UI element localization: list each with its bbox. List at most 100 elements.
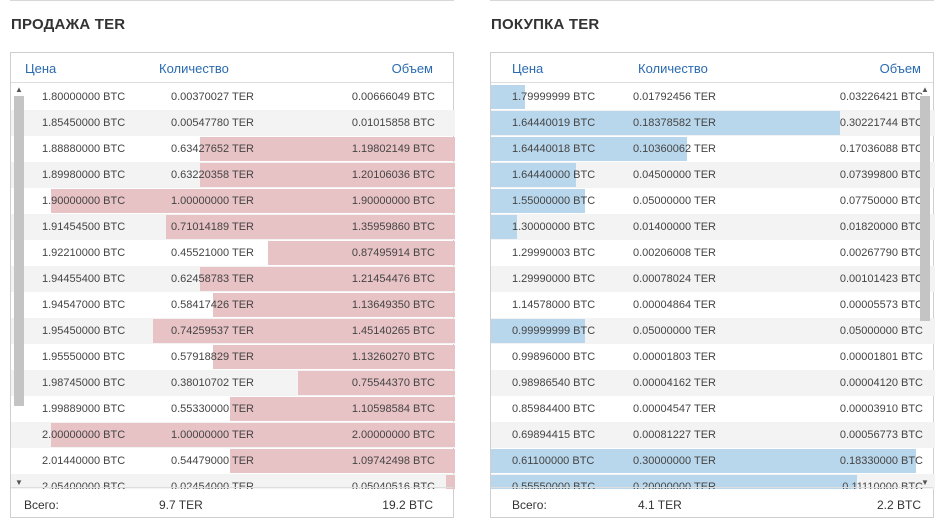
order-volume: 1.20106036 BTC (351, 169, 435, 181)
scroll-up-icon[interactable]: ▲ (15, 85, 23, 94)
sell-total-volume: 19.2 BTC (382, 498, 433, 512)
buy-rows: 1.79999999 BTC 0.01792456 TER 0.03226421 B… (491, 84, 935, 489)
table-row[interactable]: 1.30000000 BTC 0.01400000 TER 0.01820000 B… (491, 214, 935, 240)
order-price: 0.85984400 BTC (512, 403, 596, 415)
order-volume: 0.00666049 BTC (351, 91, 435, 103)
table-row[interactable]: 0.98986540 BTC 0.00004162 TER 0.00004120 B… (491, 370, 935, 396)
sell-scroll-thumb[interactable] (14, 96, 24, 406)
order-price: 2.00000000 BTC (42, 429, 126, 441)
table-row[interactable]: 1.92210000 BTC 0.45521000 TER 0.87495914 B… (11, 240, 455, 266)
depth-bar (298, 371, 455, 395)
order-price: 1.91454500 BTC (42, 221, 126, 233)
order-price: 1.98745000 BTC (42, 377, 126, 389)
buy-scrollbar[interactable]: ▲ ▼ (918, 84, 932, 489)
table-row[interactable]: 1.85450000 BTC 0.00547780 TER 0.01015858 B… (11, 110, 455, 136)
table-row[interactable]: 1.79999999 BTC 0.01792456 TER 0.03226421 B… (491, 84, 935, 110)
order-price: 0.98986540 BTC (512, 377, 596, 389)
table-row[interactable]: 1.95450000 BTC 0.74259537 TER 1.45140265 B… (11, 318, 455, 344)
order-qty: 0.00370027 TER (171, 91, 254, 103)
sell-scrollbar[interactable]: ▲ ▼ (12, 84, 26, 489)
table-row[interactable]: 1.64440019 BTC 0.18378582 TER 0.30221744 B… (491, 110, 935, 136)
scroll-up-icon[interactable]: ▲ (921, 85, 929, 94)
order-qty: 0.45521000 TER (171, 247, 254, 259)
table-row[interactable]: 1.91454500 BTC 0.71014189 TER 1.35959860 B… (11, 214, 455, 240)
sell-orders-panel: ПРОДАЖА TER Цена Количество Объем 1.8000… (10, 0, 455, 528)
scroll-down-icon[interactable]: ▼ (921, 478, 929, 487)
depth-bar (446, 475, 455, 489)
buy-header-price[interactable]: Цена (512, 61, 544, 76)
depth-bar (213, 293, 455, 317)
buy-header-volume[interactable]: Объем (879, 61, 921, 76)
table-row[interactable]: 0.85984400 BTC 0.00004547 TER 0.00003910 B… (491, 396, 935, 422)
order-volume: 0.07399800 BTC (839, 169, 923, 181)
table-row[interactable]: 1.55000000 BTC 0.05000000 TER 0.07750000 B… (491, 188, 935, 214)
depth-bar (491, 319, 585, 343)
table-row[interactable]: 1.64440018 BTC 0.10360062 TER 0.17036088 B… (491, 136, 935, 162)
buy-orderbook: Цена Количество Объем 1.79999999 BTC 0.01… (490, 52, 935, 518)
table-row[interactable]: 1.64440000 BTC 0.04500000 TER 0.07399800 B… (491, 162, 935, 188)
table-row[interactable]: 2.01440000 BTC 0.54479000 TER 1.09742498 B… (11, 448, 455, 474)
buy-header-qty[interactable]: Количество (638, 61, 708, 76)
order-qty: 0.74259537 TER (171, 325, 254, 337)
order-price: 1.79999999 BTC (512, 91, 596, 103)
depth-bar (491, 111, 840, 135)
table-row[interactable]: 1.95550000 BTC 0.57918829 TER 1.13260270 B… (11, 344, 455, 370)
order-volume: 0.00001801 BTC (839, 351, 923, 363)
table-row[interactable]: 0.69894415 BTC 0.00081227 TER 0.00056773 B… (491, 422, 935, 448)
order-qty: 0.18378582 TER (633, 117, 716, 129)
depth-bar (230, 449, 455, 473)
order-volume: 0.01820000 BTC (839, 221, 923, 233)
order-qty: 0.05000000 TER (633, 195, 716, 207)
order-price: 1.94547000 BTC (42, 299, 126, 311)
order-volume: 1.35959860 BTC (351, 221, 435, 233)
order-volume: 0.00056773 BTC (839, 429, 923, 441)
depth-bar (200, 267, 455, 291)
buy-scroll-thumb[interactable] (920, 96, 930, 321)
table-row[interactable]: 1.94547000 BTC 0.58417426 TER 1.13649350 B… (11, 292, 455, 318)
table-row[interactable]: 1.88880000 BTC 0.63427652 TER 1.19802149 B… (11, 136, 455, 162)
order-price: 1.30000000 BTC (512, 221, 596, 233)
order-volume: 0.18330000 BTC (839, 455, 923, 467)
table-row[interactable]: 0.99896000 BTC 0.00001803 TER 0.00001801 B… (491, 344, 935, 370)
table-row[interactable]: 0.55550000 BTC 0.20000000 TER 0.11110000 B… (491, 474, 935, 489)
table-row[interactable]: 0.61100000 BTC 0.30000000 TER 0.18330000 B… (491, 448, 935, 474)
table-row[interactable]: 0.99999999 BTC 0.05000000 TER 0.05000000 B… (491, 318, 935, 344)
order-qty: 0.00004864 TER (633, 299, 716, 311)
sell-header-qty[interactable]: Количество (159, 61, 229, 76)
table-row[interactable]: 1.94455400 BTC 0.62458783 TER 1.21454476 B… (11, 266, 455, 292)
sell-table-header: Цена Количество Объем (11, 53, 453, 83)
order-price: 0.69894415 BTC (512, 429, 596, 441)
table-row[interactable]: 1.98745000 BTC 0.38010702 TER 0.75544370 B… (11, 370, 455, 396)
order-qty: 0.58417426 TER (171, 299, 254, 311)
table-row[interactable]: 1.99889000 BTC 0.55330000 TER 1.10598584 B… (11, 396, 455, 422)
order-price: 1.94455400 BTC (42, 273, 126, 285)
order-qty: 0.63427652 TER (171, 143, 254, 155)
table-row[interactable]: 1.80000000 BTC 0.00370027 TER 0.00666049 B… (11, 84, 455, 110)
order-volume: 0.07750000 BTC (839, 195, 923, 207)
order-volume: 0.00267790 BTC (839, 247, 923, 259)
scroll-down-icon[interactable]: ▼ (15, 478, 23, 487)
order-price: 2.01440000 BTC (42, 455, 126, 467)
table-row[interactable]: 1.29990003 BTC 0.00206008 TER 0.00267790 B… (491, 240, 935, 266)
order-qty: 1.00000000 TER (171, 429, 254, 441)
order-qty: 0.02454000 TER (171, 481, 254, 489)
order-qty: 0.00004162 TER (633, 377, 716, 389)
order-price: 1.85450000 BTC (42, 117, 126, 129)
depth-bar (51, 423, 455, 447)
table-row[interactable]: 1.90000000 BTC 1.00000000 TER 1.90000000 B… (11, 188, 455, 214)
order-qty: 0.62458783 TER (171, 273, 254, 285)
order-volume: 0.11110000 BTC (842, 481, 923, 489)
order-volume: 0.75544370 BTC (351, 377, 435, 389)
sell-header-volume[interactable]: Объем (391, 61, 433, 76)
order-price: 1.90000000 BTC (42, 195, 126, 207)
order-price: 0.55550000 BTC (512, 481, 596, 489)
depth-bar (200, 163, 455, 187)
table-row[interactable]: 1.89980000 BTC 0.63220358 TER 1.20106036 B… (11, 162, 455, 188)
table-row[interactable]: 2.00000000 BTC 1.00000000 TER 2.00000000 B… (11, 422, 455, 448)
sell-header-price[interactable]: Цена (25, 61, 57, 76)
table-row[interactable]: 2.05400000 BTC 0.02454000 TER 0.05040516 B… (11, 474, 455, 489)
table-row[interactable]: 1.29990000 BTC 0.00078024 TER 0.00101423 B… (491, 266, 935, 292)
buy-total-volume: 2.2 BTC (876, 498, 921, 512)
order-qty: 0.38010702 TER (171, 377, 254, 389)
table-row[interactable]: 1.14578000 BTC 0.00004864 TER 0.00005573 B… (491, 292, 935, 318)
